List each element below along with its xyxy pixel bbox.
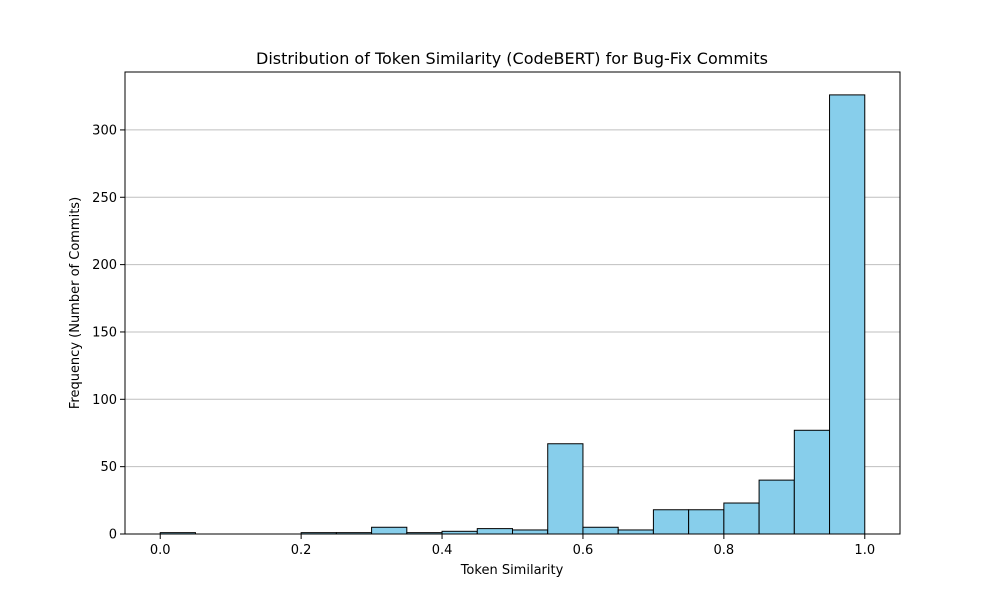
- x-tick-label: 0.0: [150, 543, 171, 558]
- grid-lines: [125, 129, 900, 468]
- histogram-bars: [159, 94, 866, 535]
- histogram-bar: [476, 528, 514, 535]
- y-tick-label: 50: [100, 460, 117, 475]
- y-axis-ticks: 0 50 100 150 200 250 300: [92, 123, 125, 543]
- x-axis-ticks: 0.0 0.2 0.4 0.6 0.8 1.0: [150, 534, 875, 558]
- histogram-bar: [723, 502, 760, 535]
- histogram-bar: [617, 529, 654, 535]
- y-tick-label: 0: [109, 528, 117, 543]
- plot-frame: [124, 71, 901, 535]
- x-axis-label: Token Similarity: [460, 563, 564, 578]
- x-tick-label: 0.2: [291, 543, 312, 558]
- histogram-bar: [793, 429, 831, 535]
- chart-title: Distribution of Token Similarity (CodeBE…: [256, 49, 768, 68]
- y-tick-label: 250: [92, 191, 117, 206]
- x-tick-label: 1.0: [854, 543, 875, 558]
- y-tick-label: 300: [92, 123, 117, 138]
- histogram-bar: [688, 509, 725, 535]
- histogram-bar: [652, 509, 690, 535]
- histogram-bar: [512, 529, 549, 535]
- x-tick-label: 0.6: [573, 543, 594, 558]
- y-axis-label: Frequency (Number of Commits): [68, 197, 83, 409]
- histogram-bar: [758, 479, 795, 535]
- histogram-bar: [547, 443, 584, 535]
- y-tick-label: 200: [92, 258, 117, 273]
- histogram-bar: [582, 526, 619, 535]
- x-tick-label: 0.4: [432, 543, 453, 558]
- y-tick-label: 100: [92, 393, 117, 408]
- histogram-bar: [829, 94, 866, 535]
- y-tick-label: 150: [92, 325, 117, 340]
- x-tick-label: 0.8: [714, 543, 735, 558]
- histogram-bar: [371, 526, 408, 535]
